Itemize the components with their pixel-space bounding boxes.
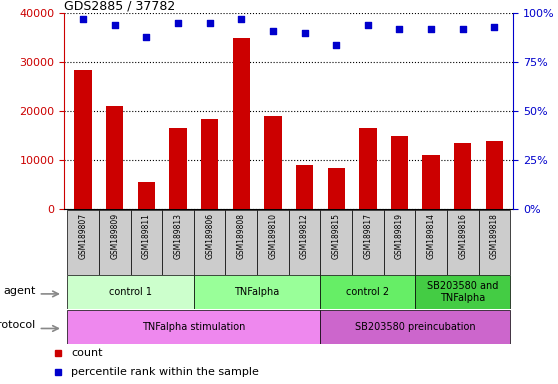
Point [268,28,277,34]
Bar [415,275,510,309]
Bar [99,210,131,275]
Text: control 1: control 1 [109,287,152,297]
Text: percentile rank within the sample: percentile rank within the sample [71,366,259,377]
Point [300,30,309,36]
Text: GSM189807: GSM189807 [79,213,88,260]
Text: SB203580 preincubation: SB203580 preincubation [355,322,475,332]
Text: GSM189819: GSM189819 [395,213,404,259]
Point [427,26,436,32]
Bar [162,210,194,275]
Bar [296,165,313,209]
Text: protocol: protocol [0,320,35,330]
Text: GDS2885 / 37782: GDS2885 / 37782 [64,0,175,12]
Point [332,42,341,48]
Point [110,22,119,28]
Text: agent: agent [3,286,35,296]
Bar [74,70,92,209]
Bar [68,310,320,344]
Bar [454,143,472,209]
Text: GSM189811: GSM189811 [142,213,151,259]
Bar [131,210,162,275]
Bar [225,210,257,275]
Text: GSM189808: GSM189808 [237,213,246,259]
Text: count: count [71,348,103,358]
Bar [384,210,415,275]
Bar [320,310,510,344]
Text: GSM189817: GSM189817 [363,213,372,259]
Text: SB203580 and
TNFalpha: SB203580 and TNFalpha [427,281,498,303]
Point [174,20,182,26]
Bar [257,210,289,275]
Bar [264,116,282,209]
Bar [201,119,218,209]
Bar [320,275,415,309]
Point [79,16,88,22]
Bar [106,106,123,209]
Point [205,20,214,26]
Bar [479,210,510,275]
Bar [194,210,225,275]
Bar [447,210,479,275]
Text: GSM189812: GSM189812 [300,213,309,259]
Point [490,24,499,30]
Bar [485,141,503,209]
Text: TNFalpha: TNFalpha [234,287,280,297]
Point [458,26,467,32]
Text: TNFalpha stimulation: TNFalpha stimulation [142,322,246,332]
Bar [68,210,99,275]
Bar [320,210,352,275]
Bar [194,275,320,309]
Point [237,16,246,22]
Text: control 2: control 2 [347,287,389,297]
Bar [68,275,194,309]
Point [395,26,404,32]
Text: GSM189806: GSM189806 [205,213,214,260]
Text: GSM189813: GSM189813 [174,213,182,259]
Bar [328,168,345,209]
Text: 0: 0 [76,199,83,209]
Point [142,34,151,40]
Bar [138,182,155,209]
Text: GSM189809: GSM189809 [110,213,119,260]
Bar [359,129,377,209]
Bar [233,38,250,209]
Text: GSM189814: GSM189814 [427,213,436,259]
Bar [352,210,384,275]
Bar [422,156,440,209]
Bar [391,136,408,209]
Text: GSM189816: GSM189816 [458,213,467,259]
Text: GSM189818: GSM189818 [490,213,499,259]
Text: GSM189810: GSM189810 [268,213,277,259]
Bar [289,210,320,275]
Point [363,22,372,28]
Text: GSM189815: GSM189815 [331,213,341,259]
Bar [415,210,447,275]
Bar [169,129,187,209]
